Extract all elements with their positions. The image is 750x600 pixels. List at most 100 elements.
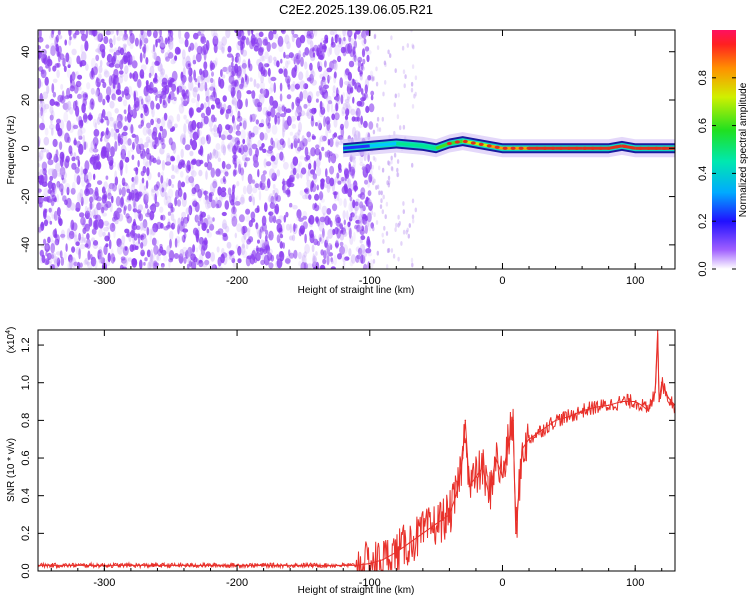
noise-cell bbox=[226, 134, 233, 141]
noise-cell bbox=[257, 239, 260, 244]
noise-cell bbox=[171, 206, 175, 213]
noise-cell bbox=[66, 87, 71, 98]
noise-cell bbox=[43, 54, 48, 65]
noise-cell bbox=[344, 98, 350, 103]
noise-cell bbox=[359, 161, 364, 167]
noise-cell bbox=[287, 83, 291, 90]
noise-cell bbox=[107, 192, 112, 200]
noise-cell bbox=[335, 95, 341, 106]
noise-cell bbox=[113, 161, 117, 167]
noise-cell bbox=[355, 215, 360, 220]
trace-peak bbox=[614, 145, 620, 149]
noise-cell bbox=[305, 112, 310, 117]
noise-cell bbox=[40, 243, 45, 248]
noise-cell bbox=[153, 184, 159, 191]
noise-cell bbox=[298, 50, 302, 61]
noise-cell bbox=[186, 252, 192, 263]
noise-cell bbox=[117, 184, 122, 193]
noise-cell bbox=[217, 41, 224, 50]
noise-cell bbox=[90, 87, 95, 95]
noise-cell bbox=[337, 253, 342, 260]
noise-cell bbox=[38, 175, 44, 180]
y-tick-label: 0.2 bbox=[20, 526, 32, 541]
noise-cell bbox=[262, 62, 268, 69]
noise-cell bbox=[143, 207, 146, 215]
noise-cell bbox=[214, 57, 218, 66]
noise-cell bbox=[82, 134, 86, 145]
noise-cell bbox=[344, 101, 351, 109]
noise-cell bbox=[310, 147, 316, 157]
snr-point bbox=[464, 419, 467, 422]
noise-cell bbox=[182, 137, 186, 145]
noise-cell bbox=[352, 46, 356, 56]
noise-cell bbox=[52, 78, 58, 84]
noise-cell bbox=[156, 159, 162, 165]
noise-cell bbox=[319, 216, 326, 223]
noise-cell bbox=[268, 211, 274, 216]
noise-cell bbox=[156, 30, 161, 34]
noise-cell bbox=[87, 250, 91, 261]
noise-cell bbox=[237, 53, 241, 65]
snr-point bbox=[647, 410, 650, 412]
noise-cell bbox=[312, 260, 317, 266]
noise-cell bbox=[43, 209, 47, 220]
noise-cell bbox=[81, 233, 84, 242]
noise-cell bbox=[258, 62, 264, 72]
noise-cell bbox=[291, 106, 294, 112]
noise-cell bbox=[103, 245, 108, 255]
noise-cell bbox=[315, 157, 321, 168]
noise-cell bbox=[308, 163, 312, 170]
noise-cell bbox=[78, 135, 83, 140]
noise-cell bbox=[340, 46, 346, 54]
noise-cell bbox=[393, 102, 396, 108]
noise-cell bbox=[305, 155, 311, 161]
snr-point bbox=[422, 532, 424, 535]
noise-cell bbox=[139, 38, 142, 50]
noise-cell bbox=[238, 147, 242, 153]
noise-cell bbox=[357, 60, 361, 68]
noise-cell bbox=[325, 37, 329, 43]
snr-point bbox=[488, 494, 491, 497]
noise-cell bbox=[188, 205, 193, 216]
noise-cell bbox=[186, 263, 190, 269]
noise-cell bbox=[43, 219, 49, 227]
noise-cell bbox=[346, 210, 349, 221]
noise-cell bbox=[77, 128, 83, 139]
noise-cell bbox=[351, 78, 355, 87]
noise-cell bbox=[251, 90, 256, 99]
noise-cell bbox=[304, 187, 310, 195]
noise-cell bbox=[256, 223, 260, 235]
noise-cell bbox=[95, 54, 100, 62]
noise-cell bbox=[157, 172, 161, 178]
y-tick-label: -20 bbox=[20, 189, 32, 205]
noise-cell bbox=[253, 180, 258, 188]
noise-cell bbox=[337, 55, 342, 63]
noise-cell bbox=[166, 195, 172, 206]
noise-cell bbox=[91, 228, 97, 235]
noise-cell bbox=[366, 177, 371, 188]
trace-peak bbox=[462, 139, 468, 144]
noise-cell bbox=[273, 56, 277, 62]
noise-cell bbox=[220, 134, 226, 141]
noise-cell bbox=[127, 54, 131, 66]
noise-cell bbox=[108, 30, 115, 35]
noise-cell bbox=[50, 110, 55, 119]
noise-cell bbox=[41, 147, 47, 153]
noise-cell bbox=[114, 59, 121, 69]
noise-cell bbox=[146, 208, 150, 216]
noise-cell bbox=[225, 111, 229, 120]
noise-cell bbox=[161, 77, 168, 85]
noise-cell bbox=[401, 45, 405, 51]
noise-cell bbox=[57, 215, 62, 225]
noise-cell bbox=[185, 55, 191, 66]
noise-cell bbox=[218, 130, 222, 138]
noise-cell bbox=[293, 249, 298, 259]
noise-cell bbox=[368, 221, 372, 232]
noise-cell bbox=[113, 123, 117, 131]
noise-cell bbox=[235, 130, 241, 136]
noise-cell bbox=[279, 93, 283, 102]
noise-cell bbox=[296, 98, 301, 104]
noise-cell bbox=[351, 212, 357, 221]
noise-cell bbox=[217, 229, 223, 236]
noise-cell bbox=[258, 47, 264, 56]
